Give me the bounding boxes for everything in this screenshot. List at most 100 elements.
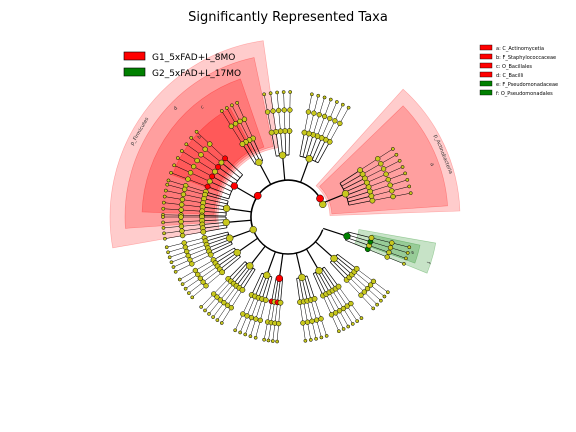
- node-species-1-1: [163, 188, 168, 193]
- node-genus-12-4: [383, 171, 389, 177]
- branch-order-3-1: [205, 234, 229, 242]
- node-genus-2-1: [178, 219, 184, 225]
- node-species-0-3: [179, 149, 184, 153]
- node-species-1-4: [161, 206, 166, 211]
- branch-order-14-3: [275, 131, 280, 156]
- node-genus-12-6: [378, 161, 384, 167]
- node-species-5-4: [215, 318, 220, 322]
- node-genus-5-4: [224, 302, 231, 308]
- node-genus-15-2: [232, 121, 239, 127]
- branch-class-11: [323, 227, 348, 237]
- branch-order-13-4: [305, 134, 314, 158]
- node-genus-14-0: [287, 107, 293, 113]
- branch-order-11-1: [346, 237, 370, 246]
- node-species-9-5: [359, 316, 364, 320]
- branch-order-6-2: [258, 275, 268, 298]
- node-family-13-6: [301, 129, 308, 136]
- node-species-15-2: [224, 106, 229, 110]
- node-species-8-4: [324, 334, 329, 338]
- biomarker-label-e: e: F_Pseudomonadaceae: [496, 82, 558, 88]
- node-class-12: [341, 190, 350, 198]
- node-family-11-3: [368, 234, 375, 241]
- node-species-14-2: [275, 90, 279, 95]
- node-genus-12-5: [380, 166, 387, 172]
- node-species-10-2: [379, 298, 383, 303]
- branch-order-0-6: [207, 186, 231, 196]
- node-class-10: [330, 254, 338, 263]
- node-species-8-2: [314, 336, 318, 341]
- biomarker-swatch-a: [479, 44, 493, 51]
- node-class-14: [278, 151, 287, 159]
- biomarker-label-b: b: F_Staphylococcaceae: [496, 55, 556, 61]
- branch-order-0-7: [205, 191, 229, 200]
- branch-order-9-0: [312, 273, 324, 296]
- branch-order-0-1: [221, 162, 241, 179]
- branch-order-13-5: [302, 133, 310, 157]
- node-class-4: [233, 248, 241, 257]
- node-genus-6-0: [240, 311, 246, 317]
- clade-shading: [109, 40, 461, 274]
- branch-order-8-1: [298, 277, 305, 302]
- node-class-5: [246, 262, 254, 270]
- branch-order-4-2: [217, 252, 238, 267]
- node-family-3-5: [207, 251, 214, 258]
- branch-order-7-3: [280, 278, 283, 303]
- node-species-4-2: [183, 286, 188, 291]
- branch-order-13-2: [311, 137, 322, 161]
- node-class-3: [226, 234, 234, 242]
- node-genus-13-0: [337, 120, 343, 127]
- node-genus-1-1: [180, 191, 187, 198]
- node-family-0-4: [209, 173, 216, 180]
- node-species-12-6: [394, 152, 399, 157]
- branch-root-lower: [252, 229, 324, 255]
- branch-order-14-4: [271, 132, 277, 157]
- branch-order-5-1: [230, 263, 248, 282]
- node-species-14-0: [288, 90, 293, 94]
- node-genus-12-2: [387, 182, 393, 188]
- branch-order-9-3: [319, 269, 333, 291]
- node-species-3-3: [169, 260, 174, 265]
- clade-label-e: e: [409, 250, 416, 255]
- clade-label-c: c: [199, 104, 205, 111]
- node-genus-12-7: [375, 156, 381, 162]
- node-genus-3-5: [189, 261, 195, 267]
- branch-order-12-6: [341, 173, 363, 187]
- branch-order-8-3: [304, 276, 312, 300]
- node-class-6: [263, 271, 271, 279]
- branch-order-4-1: [215, 250, 236, 264]
- node-species-6-2: [243, 332, 248, 337]
- branch-order-7-2: [277, 278, 281, 303]
- node-species-10-1: [375, 302, 380, 307]
- node-genus-13-5: [311, 110, 317, 116]
- branch-root-upper: [250, 179, 324, 230]
- node-family-4-4: [219, 269, 225, 276]
- branch-class-6: [266, 251, 276, 276]
- node-family-14-4: [268, 129, 275, 136]
- branch-order-5-0: [228, 261, 246, 280]
- branch-order-4-3: [219, 254, 240, 270]
- node-species-3-0: [164, 245, 169, 250]
- node-genus-0-0: [207, 141, 213, 147]
- node-genus-10-4: [370, 278, 377, 285]
- node-genus-4-0: [192, 267, 198, 274]
- node-species-10-0: [371, 306, 376, 311]
- node-species-7-1: [266, 338, 271, 343]
- node-genus-12-0: [390, 193, 396, 200]
- node-genus-10-1: [361, 289, 367, 295]
- branch-class-15: [258, 161, 272, 185]
- node-species-7-3: [275, 339, 279, 344]
- group-legend: G1_5xFAD+L_8MO G2_5xFAD+L_17MO: [123, 51, 241, 79]
- shade-staphylococcaceae: [172, 107, 253, 192]
- node-phylum-1: [249, 226, 257, 234]
- node-genus-14-1: [281, 107, 287, 113]
- node-species-14-3: [268, 91, 273, 96]
- node-species-8-3: [319, 335, 324, 340]
- node-genus-4-4: [203, 283, 209, 289]
- node-family-5-5: [239, 287, 246, 293]
- node-genus-9-2: [336, 308, 343, 314]
- node-genus-0-2: [198, 152, 204, 158]
- branch-order-3-4: [209, 241, 232, 252]
- node-genus-8-2: [309, 318, 315, 324]
- node-genus-5-2: [217, 297, 224, 303]
- node-species-13-3: [328, 97, 333, 102]
